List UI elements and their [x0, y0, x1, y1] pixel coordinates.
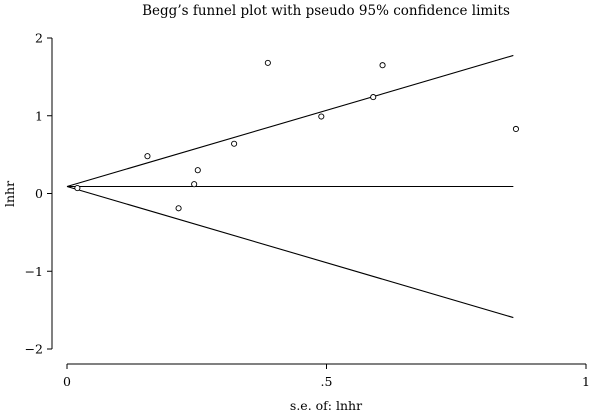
- y-axis-label: lnhr: [2, 181, 17, 207]
- x-axis-ticks: 0.5 1: [63, 364, 590, 389]
- data-point: [175, 205, 182, 212]
- upper-confidence-limit-line: [66, 54, 514, 188]
- y-tick-label: 0: [35, 186, 43, 201]
- data-point: [512, 125, 519, 133]
- data-point: [370, 94, 377, 101]
- y-tick-label: 1: [35, 108, 43, 123]
- x-tick-label: 1: [582, 374, 590, 389]
- x-axis-label: s.e. of: lnhr: [290, 398, 362, 413]
- lower-confidence-limit-line: [66, 185, 514, 319]
- reference-lines: [66, 54, 514, 319]
- x-tick-label: .5: [321, 374, 333, 389]
- x-tick-label: 0: [63, 374, 71, 389]
- chart-title: Begg’s funnel plot with pseudo 95% confi…: [142, 3, 510, 19]
- y-tick-label: 2: [35, 31, 43, 46]
- y-tick-label: −1: [25, 264, 43, 279]
- plot-area: 210−1−2 0.5 1: [25, 31, 590, 390]
- data-point: [194, 167, 201, 174]
- data-point: [74, 185, 81, 192]
- data-points: [74, 59, 519, 212]
- data-point: [144, 153, 151, 160]
- data-point: [231, 140, 238, 147]
- data-point: [318, 113, 325, 120]
- y-axis-ticks: 2 1 0 −1 −2: [25, 31, 52, 357]
- data-point: [264, 59, 271, 66]
- data-point: [191, 181, 198, 188]
- data-point: [379, 62, 386, 69]
- y-tick-label: −2: [25, 342, 43, 357]
